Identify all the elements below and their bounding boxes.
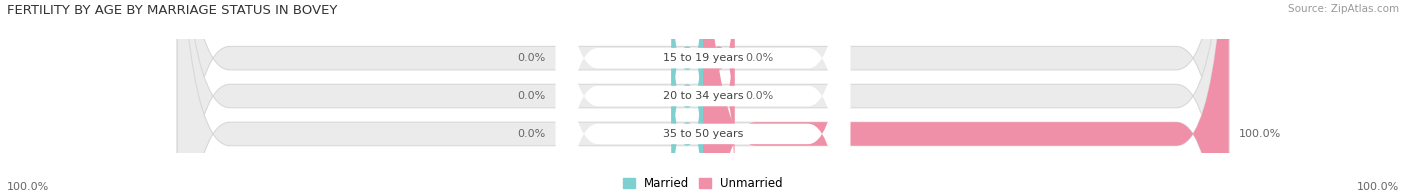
FancyBboxPatch shape <box>555 0 851 196</box>
FancyBboxPatch shape <box>672 32 703 196</box>
FancyBboxPatch shape <box>555 0 851 196</box>
Text: 100.0%: 100.0% <box>1357 182 1399 192</box>
FancyBboxPatch shape <box>672 0 703 160</box>
Text: 15 to 19 years: 15 to 19 years <box>662 53 744 63</box>
Text: Source: ZipAtlas.com: Source: ZipAtlas.com <box>1288 4 1399 14</box>
FancyBboxPatch shape <box>672 0 703 196</box>
FancyBboxPatch shape <box>703 0 734 196</box>
Text: 100.0%: 100.0% <box>7 182 49 192</box>
FancyBboxPatch shape <box>177 0 1229 196</box>
Text: 0.0%: 0.0% <box>745 91 773 101</box>
Text: 100.0%: 100.0% <box>1239 129 1281 139</box>
Text: 20 to 34 years: 20 to 34 years <box>662 91 744 101</box>
Text: 0.0%: 0.0% <box>517 53 546 63</box>
Text: 0.0%: 0.0% <box>517 129 546 139</box>
FancyBboxPatch shape <box>177 0 1229 196</box>
Text: 0.0%: 0.0% <box>517 91 546 101</box>
Text: 35 to 50 years: 35 to 50 years <box>662 129 744 139</box>
FancyBboxPatch shape <box>555 0 851 196</box>
FancyBboxPatch shape <box>703 0 734 160</box>
Legend: Married, Unmarried: Married, Unmarried <box>623 177 783 190</box>
FancyBboxPatch shape <box>177 0 1229 196</box>
Text: FERTILITY BY AGE BY MARRIAGE STATUS IN BOVEY: FERTILITY BY AGE BY MARRIAGE STATUS IN B… <box>7 4 337 17</box>
FancyBboxPatch shape <box>703 0 1229 196</box>
Text: 0.0%: 0.0% <box>745 53 773 63</box>
